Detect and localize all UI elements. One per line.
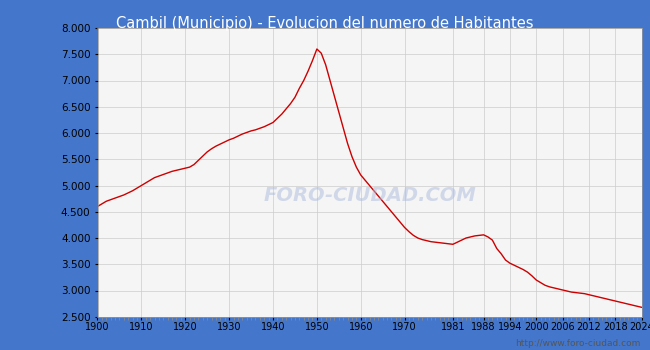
Text: FORO-CIUDAD.COM: FORO-CIUDAD.COM [263,186,476,205]
Text: Cambil (Municipio) - Evolucion del numero de Habitantes: Cambil (Municipio) - Evolucion del numer… [116,16,534,31]
Text: http://www.foro-ciudad.com: http://www.foro-ciudad.com [515,339,640,348]
